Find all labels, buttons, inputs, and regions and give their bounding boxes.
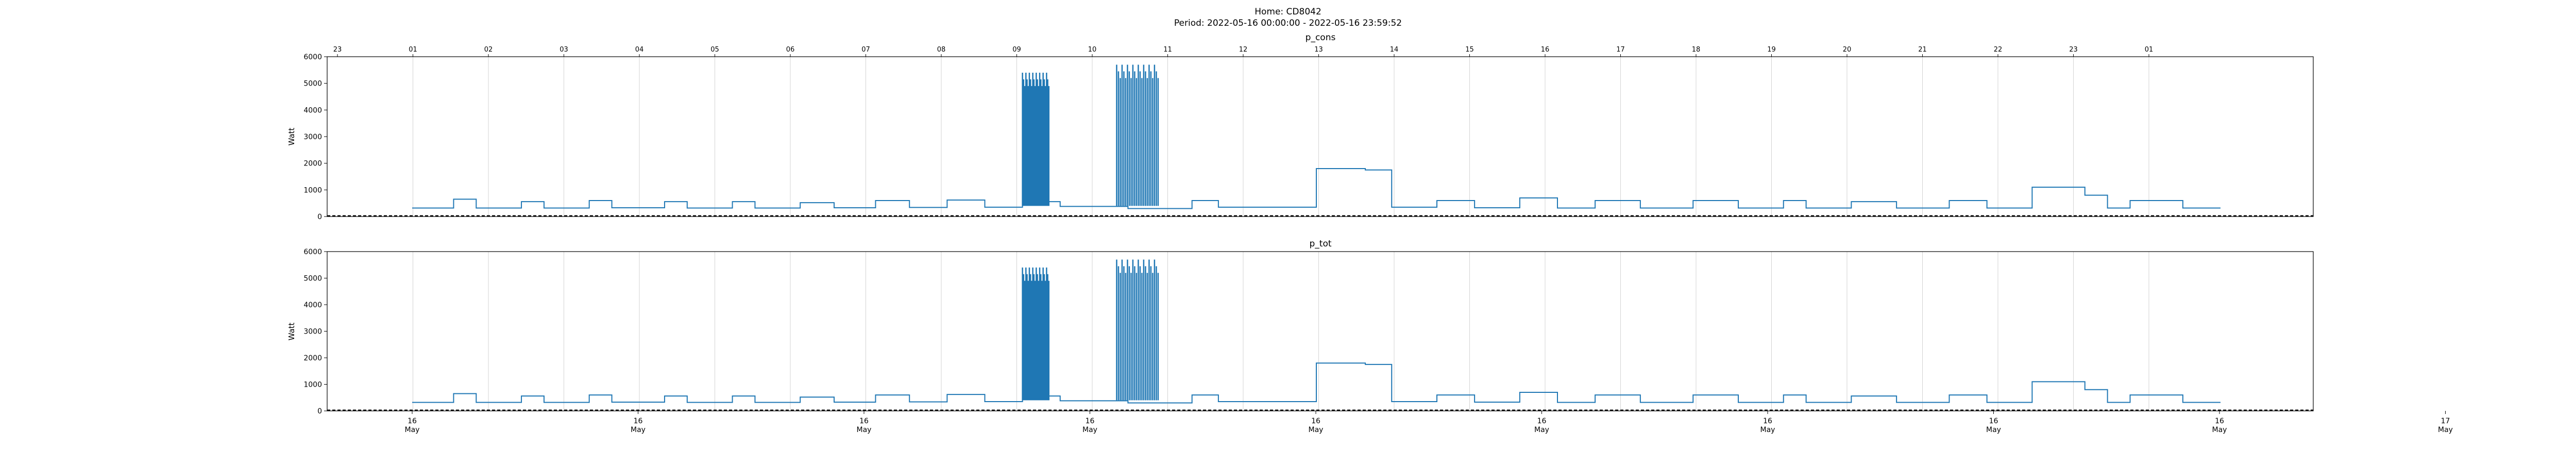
y-tick-label: 2000 xyxy=(303,160,322,168)
bottom-tick-label: May xyxy=(857,426,872,434)
y-tick-label: 5000 xyxy=(303,80,322,88)
series-spikes xyxy=(1022,267,1050,401)
y-tick-label: 1000 xyxy=(303,381,322,389)
series-line xyxy=(412,362,2221,404)
top-tick-label: 19 xyxy=(1767,46,1776,54)
top-tick-label: 02 xyxy=(484,46,493,54)
top-tick-label: 22 xyxy=(1994,46,2003,54)
bottom-tick-label: May xyxy=(1986,426,2001,434)
top-tick-label: 23 xyxy=(2069,46,2078,54)
p-tot-ylabel: Watt xyxy=(287,322,296,340)
p-cons-panel: p_cons Watt 0 1000 2000 3000 4000 5000 6000 23 0… xyxy=(287,32,2314,221)
bottom-tick-label: 16 xyxy=(1311,417,1320,425)
top-tick-label: 23 xyxy=(333,46,342,54)
bottom-tick-label: 17 xyxy=(2441,417,2450,425)
top-tick-label: 08 xyxy=(937,46,946,54)
y-tick-label: 6000 xyxy=(303,53,322,61)
y-tick-label: 2000 xyxy=(303,354,322,362)
top-tick-label: 11 xyxy=(1163,46,1172,54)
y-tick-label: 0 xyxy=(317,407,322,416)
bottom-tick-label: 16 xyxy=(1537,417,1547,425)
bottom-tick-label: 16 xyxy=(2215,417,2224,425)
top-tick-label: 06 xyxy=(786,46,795,54)
bottom-tick-label: May xyxy=(1082,426,1097,434)
top-tick-label: 01 xyxy=(409,46,417,54)
top-tick-label: 21 xyxy=(1918,46,1927,54)
bottom-tick-label: 16 xyxy=(1763,417,1772,425)
bottom-tick-label: May xyxy=(1309,426,1324,434)
top-tick-label: 07 xyxy=(861,46,870,54)
p-cons-title: p_cons xyxy=(1306,32,1336,43)
bottom-tick-label: 16 xyxy=(1989,417,1998,425)
bottom-tick-label: May xyxy=(405,426,420,434)
top-tick-label: 15 xyxy=(1465,46,1474,54)
y-tick-label: 5000 xyxy=(303,275,322,283)
y-tick-label: 3000 xyxy=(303,133,322,141)
y-tick-label: 3000 xyxy=(303,328,322,336)
bottom-tick-label: May xyxy=(1760,426,1775,434)
bottom-tick-label: 16 xyxy=(634,417,643,425)
top-tick-label: 17 xyxy=(1616,46,1625,54)
top-tick-label: 18 xyxy=(1692,46,1701,54)
axes-frame xyxy=(327,251,2314,411)
y-tick-label: 1000 xyxy=(303,186,322,194)
y-tick-label: 6000 xyxy=(303,248,322,256)
bottom-tick-label: May xyxy=(1534,426,1549,434)
p-tot-panel: p_tot Watt 010002000300040005000600016Ma… xyxy=(287,239,2453,434)
top-tick-label: 01 xyxy=(2145,46,2154,54)
series-line xyxy=(412,168,2221,209)
axes-frame xyxy=(327,56,2314,217)
series-spikes xyxy=(1022,73,1050,206)
figure-title-line1: Home: CD8042 xyxy=(1255,7,1321,17)
y-tick-label: 4000 xyxy=(303,106,322,114)
top-tick-label: 20 xyxy=(1843,46,1852,54)
p-tot-title: p_tot xyxy=(1309,239,1331,249)
top-tick-label: 05 xyxy=(710,46,719,54)
bottom-tick-label: May xyxy=(631,426,646,434)
figure-title-line2: Period: 2022-05-16 00:00:00 - 2022-05-16… xyxy=(1174,18,1402,28)
top-tick-label: 12 xyxy=(1239,46,1248,54)
bottom-tick-label: 16 xyxy=(1086,417,1095,425)
y-tick-label: 4000 xyxy=(303,301,322,309)
top-tick-label: 16 xyxy=(1541,46,1550,54)
top-tick-label: 03 xyxy=(560,46,568,54)
bottom-tick-label: May xyxy=(2212,426,2227,434)
p-cons-ylabel: Watt xyxy=(287,127,296,145)
top-tick-label: 04 xyxy=(635,46,644,54)
top-tick-label: 09 xyxy=(1012,46,1021,54)
bottom-tick-label: 16 xyxy=(408,417,417,425)
top-tick-label: 14 xyxy=(1390,46,1399,54)
bottom-tick-label: 16 xyxy=(859,417,869,425)
top-tick-label: 10 xyxy=(1088,46,1097,54)
y-tick-label: 0 xyxy=(317,213,322,221)
series-spikes xyxy=(1116,64,1159,206)
top-tick-label: 13 xyxy=(1314,46,1323,54)
series-spikes xyxy=(1116,259,1159,401)
bottom-tick-label: May xyxy=(2438,426,2453,434)
